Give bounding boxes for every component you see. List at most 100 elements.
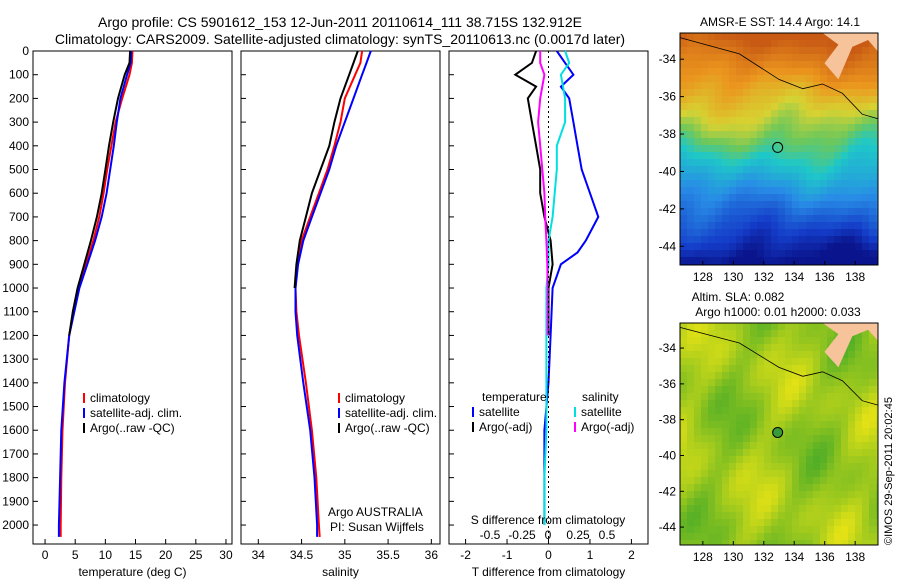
- map5-cell: [834, 421, 841, 428]
- map5-cell: [701, 498, 708, 505]
- map5-cell: [743, 505, 750, 512]
- map4-cell: [806, 61, 813, 68]
- map4-cell: [743, 89, 750, 96]
- map4-cell: [785, 208, 792, 215]
- map5-cell: [743, 414, 750, 421]
- map4-cell: [876, 61, 878, 68]
- map4-cell: [862, 215, 869, 222]
- map4-cell: [701, 117, 708, 124]
- map5-cell: [876, 358, 878, 365]
- map4-cell: [757, 243, 764, 250]
- map5-cell: [855, 442, 862, 449]
- map5-ytick-label: -44: [659, 520, 677, 534]
- panel1-ytick-label: 300: [9, 115, 29, 129]
- map5-xtick-label: 136: [815, 550, 835, 564]
- map5-cell: [722, 351, 729, 358]
- map4-cell: [701, 75, 708, 82]
- map4-cell: [715, 222, 722, 229]
- map4-cell: [813, 96, 820, 103]
- map4-cell: [750, 250, 757, 257]
- map5-cell: [750, 463, 757, 470]
- panel1-ytick-label: 500: [9, 163, 29, 177]
- map5-cell: [722, 323, 729, 330]
- map4-cell: [785, 173, 792, 180]
- map4-cell: [750, 180, 757, 187]
- map5-cell: [764, 337, 771, 344]
- map5-cell: [813, 323, 820, 330]
- map4-cell: [862, 208, 869, 215]
- map4-cell: [862, 110, 869, 117]
- map5-cell: [841, 372, 848, 379]
- map4-cell: [680, 117, 687, 124]
- map4-cell: [687, 68, 694, 75]
- panel2-xtick-label: 36: [425, 548, 439, 562]
- map4-cell: [778, 187, 785, 194]
- map4-contour: [679, 37, 879, 120]
- map4-cell: [792, 68, 799, 75]
- map5-cell: [722, 498, 729, 505]
- map4-cell: [792, 131, 799, 138]
- map4-cell: [785, 96, 792, 103]
- map5-cell: [694, 477, 701, 484]
- map5-cell: [869, 449, 876, 456]
- map5-cell: [813, 365, 820, 372]
- map4-cell: [757, 208, 764, 215]
- map4-cell: [869, 68, 876, 75]
- map4-cell: [876, 243, 878, 250]
- map4-cell: [680, 68, 687, 75]
- map4-cell: [876, 236, 878, 243]
- map4-cell: [701, 166, 708, 173]
- map4-cell: [764, 201, 771, 208]
- map5-cell: [827, 330, 834, 337]
- map4-cell: [680, 103, 687, 110]
- map4-cell: [680, 61, 687, 68]
- map4-cell: [757, 89, 764, 96]
- map5-cell: [680, 484, 687, 491]
- map4-cell: [778, 152, 785, 159]
- map4-cell: [834, 96, 841, 103]
- map5-cell: [841, 505, 848, 512]
- map5-cell: [792, 491, 799, 498]
- map5-cell: [764, 512, 771, 519]
- map4-cell: [813, 33, 820, 40]
- map5-cell: [869, 337, 876, 344]
- map4-cell: [855, 243, 862, 250]
- map5-cell: [841, 421, 848, 428]
- map4-cell: [757, 96, 764, 103]
- map4-cell: [869, 117, 876, 124]
- map5-cell: [834, 365, 841, 372]
- map4-cell: [834, 117, 841, 124]
- map5-cell: [694, 526, 701, 533]
- map4-cell: [736, 208, 743, 215]
- panel2-xtick-label: 34.5: [290, 548, 314, 562]
- map4-cell: [722, 145, 729, 152]
- map4-cell: [687, 159, 694, 166]
- map5-cell: [841, 449, 848, 456]
- map5-cell: [785, 323, 792, 330]
- map5-cell: [778, 407, 785, 414]
- map4-cell: [722, 236, 729, 243]
- map5-cell: [687, 533, 694, 540]
- map5-cell: [694, 498, 701, 505]
- map5-cell: [834, 456, 841, 463]
- map4-cell: [736, 47, 743, 54]
- map5-cell: [729, 512, 736, 519]
- map5-cell: [771, 449, 778, 456]
- map5-cell: [764, 533, 771, 540]
- panel2-xtick-label: 35.5: [376, 548, 400, 562]
- map4-cell: [799, 75, 806, 82]
- map5-cell: [680, 372, 687, 379]
- panel3-legend-sal-label-1: Argo(-adj): [581, 420, 634, 434]
- map4-cell: [708, 180, 715, 187]
- map5-cell: [876, 351, 878, 358]
- map5-cell: [799, 407, 806, 414]
- map4-cell: [750, 138, 757, 145]
- map4-cell: [715, 47, 722, 54]
- map4-cell: [715, 117, 722, 124]
- map4-cell: [799, 166, 806, 173]
- map4-cell: [813, 215, 820, 222]
- map4-cell: [876, 152, 878, 159]
- map4-cell: [722, 131, 729, 138]
- map4-cell: [708, 166, 715, 173]
- map4-cell: [715, 215, 722, 222]
